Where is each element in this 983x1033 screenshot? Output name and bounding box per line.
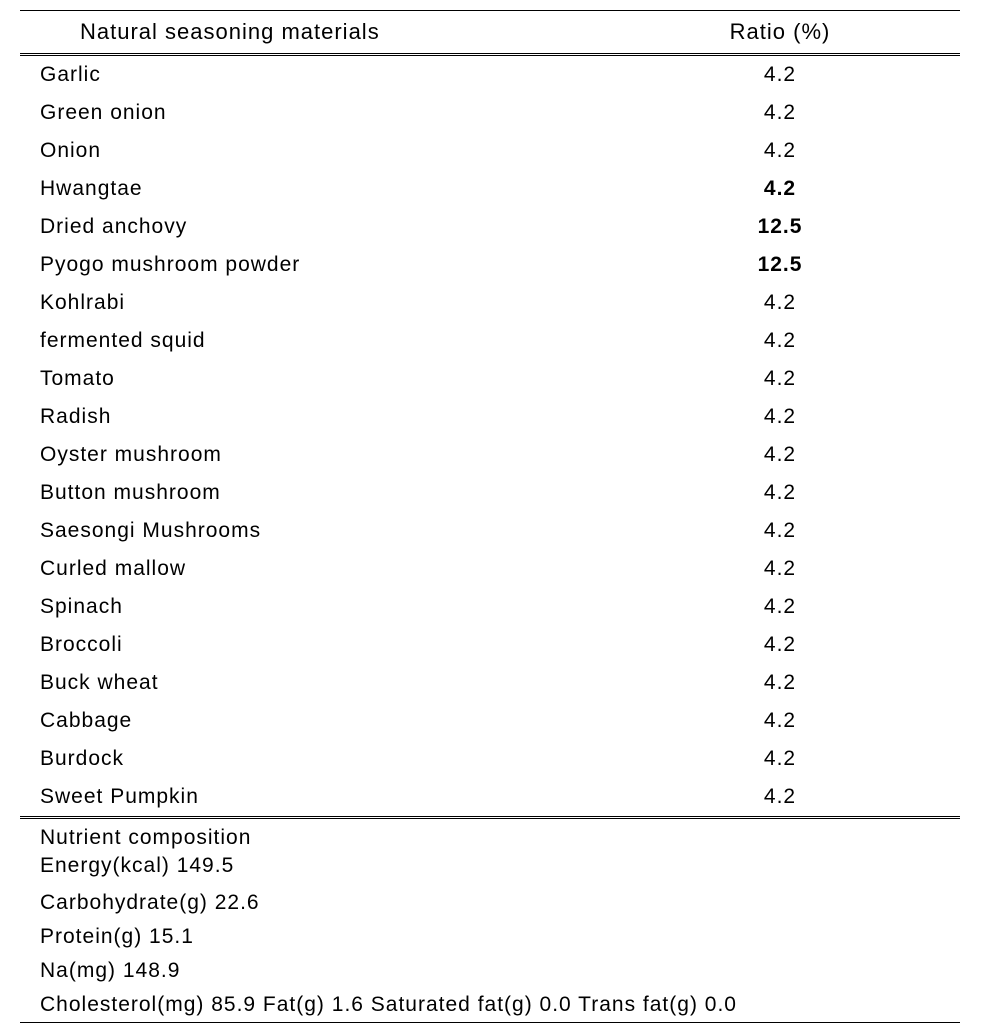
ratio-cell: 4.2 [600, 588, 960, 626]
nutrient-cell: Na(mg) 148.9 [20, 954, 960, 988]
material-cell: Cabbage [20, 702, 600, 740]
ratio-cell: 4.2 [600, 360, 960, 398]
material-cell: Buck wheat [20, 664, 600, 702]
table-row: Button mushroom4.2 [20, 474, 960, 512]
table-row: Garlic4.2 [20, 55, 960, 95]
table-row: Oyster mushroom4.2 [20, 436, 960, 474]
nutrient-row: Cholesterol(mg) 85.9 Fat(g) 1.6 Saturate… [20, 988, 960, 1023]
material-cell: Hwangtae [20, 170, 600, 208]
ratio-cell: 4.2 [600, 626, 960, 664]
table-row: Sweet Pumpkin4.2 [20, 778, 960, 818]
ratio-cell: 4.2 [600, 132, 960, 170]
ratio-cell: 4.2 [600, 94, 960, 132]
material-cell: Green onion [20, 94, 600, 132]
seasoning-table: Natural seasoning materials Ratio (%) Ga… [20, 10, 960, 1023]
nutrient-cell: Cholesterol(mg) 85.9 Fat(g) 1.6 Saturate… [20, 988, 960, 1023]
nutrient-row: Carbohydrate(g) 22.6 [20, 886, 960, 920]
nutrient-cell: Carbohydrate(g) 22.6 [20, 886, 960, 920]
ratio-cell: 12.5 [600, 208, 960, 246]
table-row: Green onion4.2 [20, 94, 960, 132]
nutrient-cell: Nutrient compositionEnergy(kcal) 149.5 [20, 819, 960, 886]
seasoning-table-wrap: Natural seasoning materials Ratio (%) Ga… [20, 10, 960, 1023]
ratio-cell: 4.2 [600, 170, 960, 208]
nutrient-cell: Protein(g) 15.1 [20, 920, 960, 954]
ratio-cell: 4.2 [600, 512, 960, 550]
table-header-row: Natural seasoning materials Ratio (%) [20, 11, 960, 55]
ratio-cell: 4.2 [600, 778, 960, 818]
table-row: Radish4.2 [20, 398, 960, 436]
ratio-cell: 4.2 [600, 284, 960, 322]
ratio-cell: 4.2 [600, 322, 960, 360]
ratio-cell: 4.2 [600, 702, 960, 740]
table-row: Onion4.2 [20, 132, 960, 170]
ratio-cell: 4.2 [600, 550, 960, 588]
material-cell: Broccoli [20, 626, 600, 664]
ratio-cell: 4.2 [600, 664, 960, 702]
table-row: Hwangtae4.2 [20, 170, 960, 208]
material-cell: Dried anchovy [20, 208, 600, 246]
material-cell: Burdock [20, 740, 600, 778]
material-cell: Radish [20, 398, 600, 436]
material-cell: Spinach [20, 588, 600, 626]
material-cell: Kohlrabi [20, 284, 600, 322]
header-materials: Natural seasoning materials [20, 11, 600, 55]
nutrient-row: Na(mg) 148.9 [20, 954, 960, 988]
table-row: Buck wheat4.2 [20, 664, 960, 702]
table-row: Spinach4.2 [20, 588, 960, 626]
material-cell: Saesongi Mushrooms [20, 512, 600, 550]
ratio-cell: 4.2 [600, 474, 960, 512]
ratio-cell: 4.2 [600, 436, 960, 474]
material-cell: Onion [20, 132, 600, 170]
material-cell: Oyster mushroom [20, 436, 600, 474]
material-cell: Pyogo mushroom powder [20, 246, 600, 284]
material-cell: Sweet Pumpkin [20, 778, 600, 818]
header-ratio: Ratio (%) [600, 11, 960, 55]
ratio-cell: 4.2 [600, 740, 960, 778]
table-row: Kohlrabi4.2 [20, 284, 960, 322]
material-cell: Tomato [20, 360, 600, 398]
table-row: Pyogo mushroom powder12.5 [20, 246, 960, 284]
table-row: Saesongi Mushrooms4.2 [20, 512, 960, 550]
table-row: Burdock4.2 [20, 740, 960, 778]
table-body: Garlic4.2Green onion4.2Onion4.2Hwangtae4… [20, 55, 960, 1023]
material-cell: fermented squid [20, 322, 600, 360]
table-row: Cabbage4.2 [20, 702, 960, 740]
table-row: Dried anchovy12.5 [20, 208, 960, 246]
material-cell: Button mushroom [20, 474, 600, 512]
table-row: Broccoli4.2 [20, 626, 960, 664]
table-row: fermented squid4.2 [20, 322, 960, 360]
ratio-cell: 4.2 [600, 55, 960, 95]
material-cell: Curled mallow [20, 550, 600, 588]
nutrient-row: Protein(g) 15.1 [20, 920, 960, 954]
nutrient-row: Nutrient compositionEnergy(kcal) 149.5 [20, 819, 960, 886]
nutrient-energy: Energy(kcal) 149.5 [40, 852, 960, 880]
table-row: Tomato4.2 [20, 360, 960, 398]
ratio-cell: 12.5 [600, 246, 960, 284]
material-cell: Garlic [20, 55, 600, 95]
nutrient-title: Nutrient composition [40, 824, 960, 852]
table-row: Curled mallow4.2 [20, 550, 960, 588]
ratio-cell: 4.2 [600, 398, 960, 436]
